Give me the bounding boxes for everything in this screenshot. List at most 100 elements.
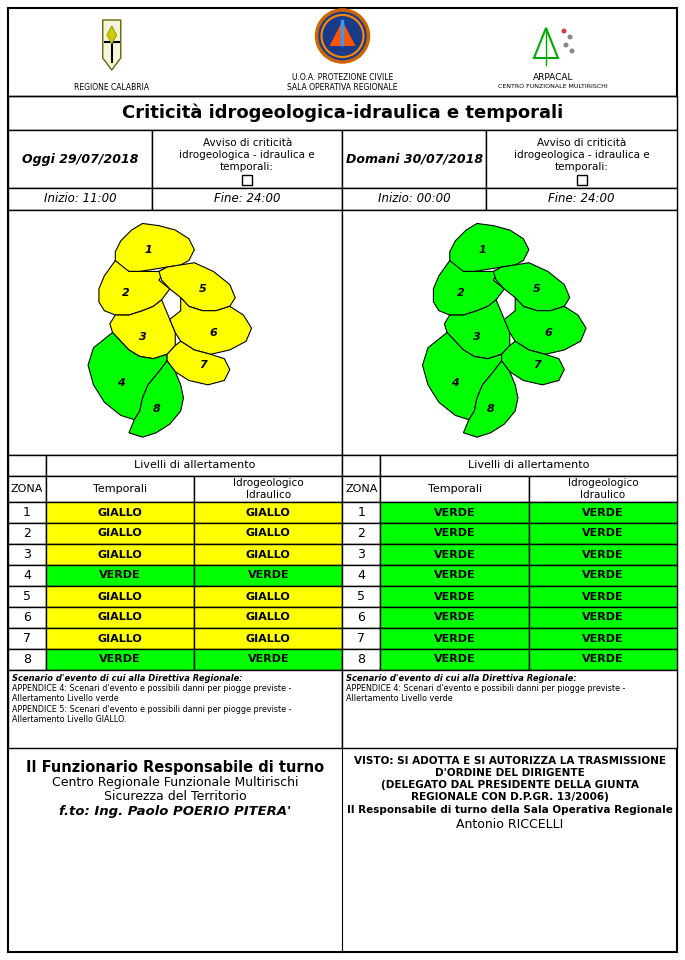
Bar [342,607,380,628]
Bar [8,565,46,586]
Text: 1: 1 [479,245,486,254]
Text: 5: 5 [23,590,31,603]
Bar [8,96,677,130]
Bar [380,502,529,523]
Text: VERDE: VERDE [434,508,475,517]
Text: VERDE: VERDE [434,591,475,602]
Text: Avviso di criticità
idrogeologica - idraulica e
temporali:: Avviso di criticità idrogeologica - idra… [514,138,649,172]
Text: VISTO: SI ADOTTA E SI AUTORIZZA LA TRASMISSIONE: VISTO: SI ADOTTA E SI AUTORIZZA LA TRASM… [353,756,666,766]
Bar [342,188,486,210]
Bar [529,523,677,544]
Polygon shape [107,26,116,44]
Text: CENTRO FUNZIONALE MULTIRISCHI: CENTRO FUNZIONALE MULTIRISCHI [498,84,608,89]
Bar [8,544,46,565]
Bar [8,628,46,649]
Text: GIALLO: GIALLO [246,634,290,643]
Text: VERDE: VERDE [582,508,623,517]
Text: VERDE: VERDE [434,529,475,539]
Text: SALA OPERATIVA REGIONALE: SALA OPERATIVA REGIONALE [287,83,398,91]
Text: VERDE: VERDE [582,634,623,643]
Bar [342,649,380,670]
Text: VERDE: VERDE [434,634,475,643]
Bar [529,476,677,502]
Bar [342,476,380,502]
Polygon shape [88,332,167,420]
Text: VERDE: VERDE [582,529,623,539]
Bar [242,175,252,185]
Text: Livelli di allertamento: Livelli di allertamento [468,461,589,470]
Text: 4: 4 [451,377,459,388]
Text: Il Funzionario Responsabile di turno: Il Funzionario Responsabile di turno [26,760,324,775]
Polygon shape [167,341,229,385]
Text: Domani 30/07/2018: Domani 30/07/2018 [346,153,483,165]
Text: 2: 2 [457,288,464,299]
Text: VERDE: VERDE [99,655,141,664]
Bar [8,586,46,607]
Polygon shape [493,263,570,311]
Text: VERDE: VERDE [434,570,475,581]
Polygon shape [423,332,501,420]
Bar [342,523,380,544]
Text: Avviso di criticità
idrogeologica - idraulica e
temporali:: Avviso di criticità idrogeologica - idra… [179,138,315,172]
Text: 1: 1 [358,506,365,519]
Text: 2: 2 [123,288,130,299]
Bar [195,649,342,670]
Text: (DELEGATO DAL PRESIDENTE DELLA GIUNTA: (DELEGATO DAL PRESIDENTE DELLA GIUNTA [381,780,638,790]
Text: D'ORDINE DEL DIRIGENTE: D'ORDINE DEL DIRIGENTE [435,768,584,778]
Text: 3: 3 [473,332,481,342]
Polygon shape [103,20,121,70]
Text: 5: 5 [199,284,206,294]
Text: 7: 7 [23,632,31,645]
Bar [342,544,380,565]
Bar [342,502,380,523]
Text: Sicurezza del Territorio: Sicurezza del Territorio [104,790,247,803]
Bar [8,502,46,523]
Text: 4: 4 [23,569,31,582]
Bar [46,544,195,565]
Text: 8: 8 [152,404,160,414]
Circle shape [564,42,569,47]
Bar [486,130,677,188]
Bar [195,565,342,586]
Text: GIALLO: GIALLO [98,549,142,560]
Text: 8: 8 [23,653,31,666]
Polygon shape [445,300,510,359]
Text: Scenario d'evento di cui alla Direttiva Regionale:: Scenario d'evento di cui alla Direttiva … [12,674,242,683]
Bar [380,455,677,476]
Polygon shape [464,361,518,437]
Polygon shape [170,298,251,354]
Bar [46,455,342,476]
Bar [46,565,195,586]
Text: Idrogeologico
Idraulico: Idrogeologico Idraulico [568,478,638,500]
Bar [380,628,529,649]
Text: 7: 7 [533,360,541,371]
Bar [8,455,46,476]
Text: GIALLO: GIALLO [246,549,290,560]
Text: 7: 7 [358,632,366,645]
Bar [46,649,195,670]
Bar [529,649,677,670]
Bar [8,476,46,502]
Text: 2: 2 [358,527,365,540]
Text: GIALLO: GIALLO [246,529,290,539]
Text: VERDE: VERDE [434,655,475,664]
Text: Idrogeologico
Idraulico: Idrogeologico Idraulico [233,478,303,500]
Bar [577,175,586,185]
Text: 3: 3 [358,548,365,561]
Text: VERDE: VERDE [247,655,289,664]
Bar [529,544,677,565]
Text: 8: 8 [358,653,366,666]
Polygon shape [99,260,170,315]
Bar [46,607,195,628]
Polygon shape [434,260,504,315]
Bar [46,523,195,544]
Text: APPENDICE 4: Scenari d'evento e possibili danni per piogge previste -
Allertamen: APPENDICE 4: Scenari d'evento e possibil… [12,684,292,724]
Text: GIALLO: GIALLO [246,508,290,517]
Polygon shape [450,224,529,272]
Bar [342,130,486,188]
Bar [195,476,342,502]
Text: GIALLO: GIALLO [98,634,142,643]
Bar [342,628,380,649]
Polygon shape [329,21,356,46]
Polygon shape [504,298,586,354]
